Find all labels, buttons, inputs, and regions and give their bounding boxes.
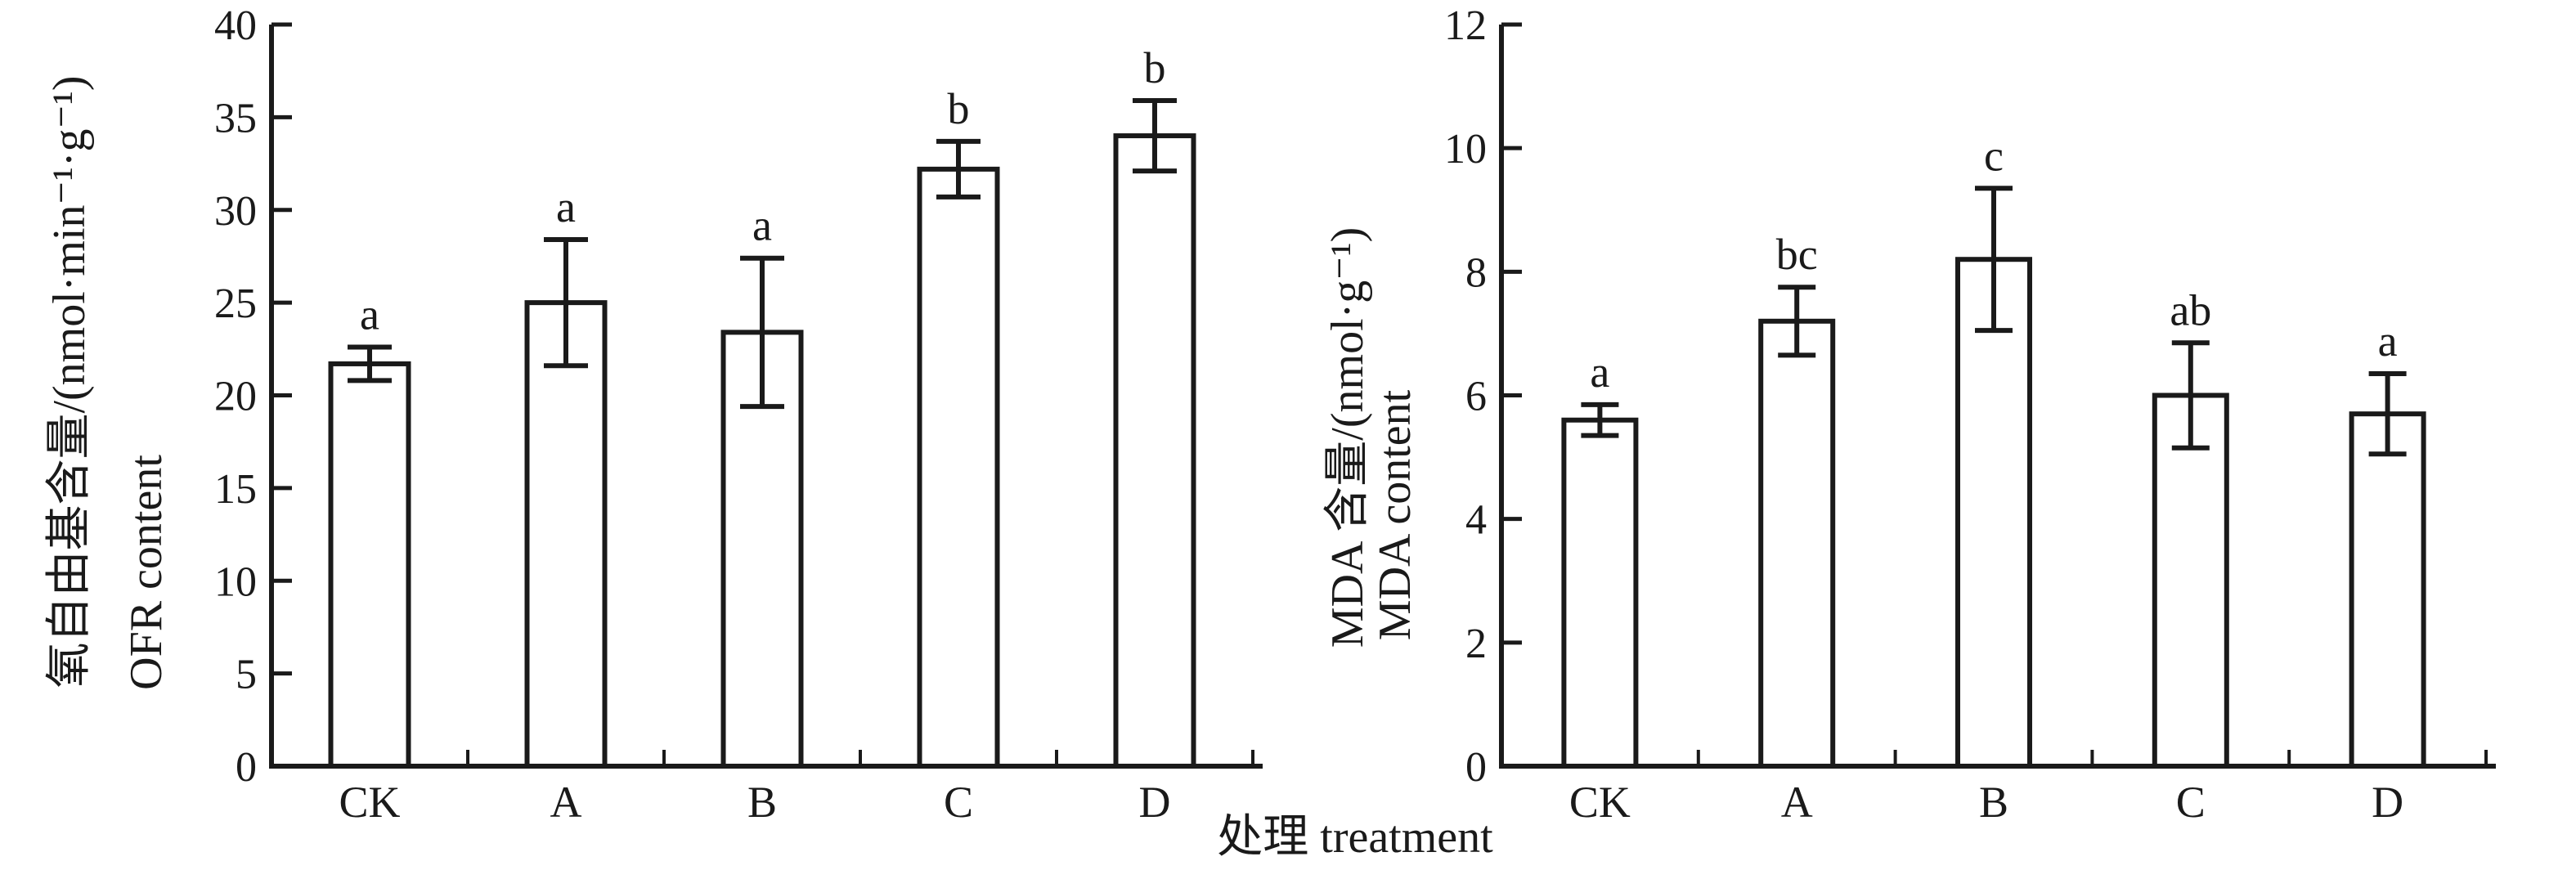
category-label: B bbox=[747, 778, 777, 827]
category-label: C bbox=[2176, 778, 2206, 827]
bar-a bbox=[1758, 318, 1836, 769]
y-tick-label: 20 bbox=[214, 374, 257, 420]
y-tick-label: 0 bbox=[236, 744, 257, 791]
sig-letter: ab bbox=[2170, 285, 2211, 334]
category-label: B bbox=[1979, 778, 2008, 827]
y-tick-label: 25 bbox=[214, 280, 257, 327]
category-label: C bbox=[944, 778, 973, 827]
bar-c bbox=[917, 166, 1000, 769]
ofr-ylabel-zh: 氧自由基含量/(nmol·min⁻¹·g⁻¹) bbox=[44, 75, 95, 688]
sig-letter: a bbox=[752, 201, 772, 250]
category-label: D bbox=[2372, 778, 2403, 827]
y-tick-label: 4 bbox=[1465, 497, 1487, 544]
bar-c bbox=[2152, 392, 2229, 769]
sig-letter: a bbox=[556, 182, 576, 231]
ofr-chart-panel: 0 5 10 15 20 25 30 35 40 a CK a Aa Bb Cb D bbox=[214, 2, 1263, 827]
y-tick-label: 5 bbox=[236, 652, 257, 698]
bar-d bbox=[1113, 133, 1196, 769]
sig-letter: c bbox=[1984, 131, 2004, 180]
category-label: CK bbox=[339, 778, 400, 827]
y-tick-label: 12 bbox=[1444, 2, 1487, 49]
sig-letter: a bbox=[1590, 348, 1609, 397]
bar-a bbox=[524, 300, 608, 769]
x-axis-label: 处理 treatment bbox=[1217, 812, 1493, 863]
bar-b bbox=[1955, 257, 2032, 769]
category-label: A bbox=[1781, 778, 1813, 827]
mda-chart-panel: 0 2 4 6 8 10 12 a CK bc Ac Bab Ca D bbox=[1444, 2, 2496, 827]
y-tick-label: 0 bbox=[1465, 744, 1487, 791]
y-tick-label: 2 bbox=[1465, 621, 1487, 667]
bar-ck bbox=[1561, 417, 1639, 769]
category-label: A bbox=[550, 778, 582, 827]
y-tick-label: 35 bbox=[214, 95, 257, 141]
bar-d bbox=[2349, 411, 2426, 769]
y-tick-label: 8 bbox=[1465, 249, 1487, 296]
bar-ck bbox=[328, 361, 411, 769]
mda-ylabel-en: MDA content bbox=[1370, 389, 1420, 640]
mda-ylabel-zh: MDA 含量/(nmol·g⁻¹) bbox=[1322, 227, 1373, 648]
sig-letter: bc bbox=[1776, 230, 1818, 279]
sig-letter: a bbox=[360, 290, 379, 339]
y-tick-label: 40 bbox=[214, 2, 257, 49]
sig-letter: a bbox=[2378, 316, 2398, 366]
y-tick-label: 10 bbox=[214, 558, 257, 605]
y-tick-label: 30 bbox=[214, 188, 257, 235]
sig-letter: b bbox=[948, 84, 970, 133]
sig-letter: b bbox=[1144, 43, 1166, 92]
y-tick-label: 15 bbox=[214, 466, 257, 513]
y-tick-label: 10 bbox=[1444, 126, 1487, 173]
ofr-ylabel-en: OFR content bbox=[121, 455, 172, 690]
y-tick-label: 6 bbox=[1465, 374, 1487, 420]
category-label: CK bbox=[1569, 778, 1631, 827]
category-label: D bbox=[1139, 778, 1171, 827]
